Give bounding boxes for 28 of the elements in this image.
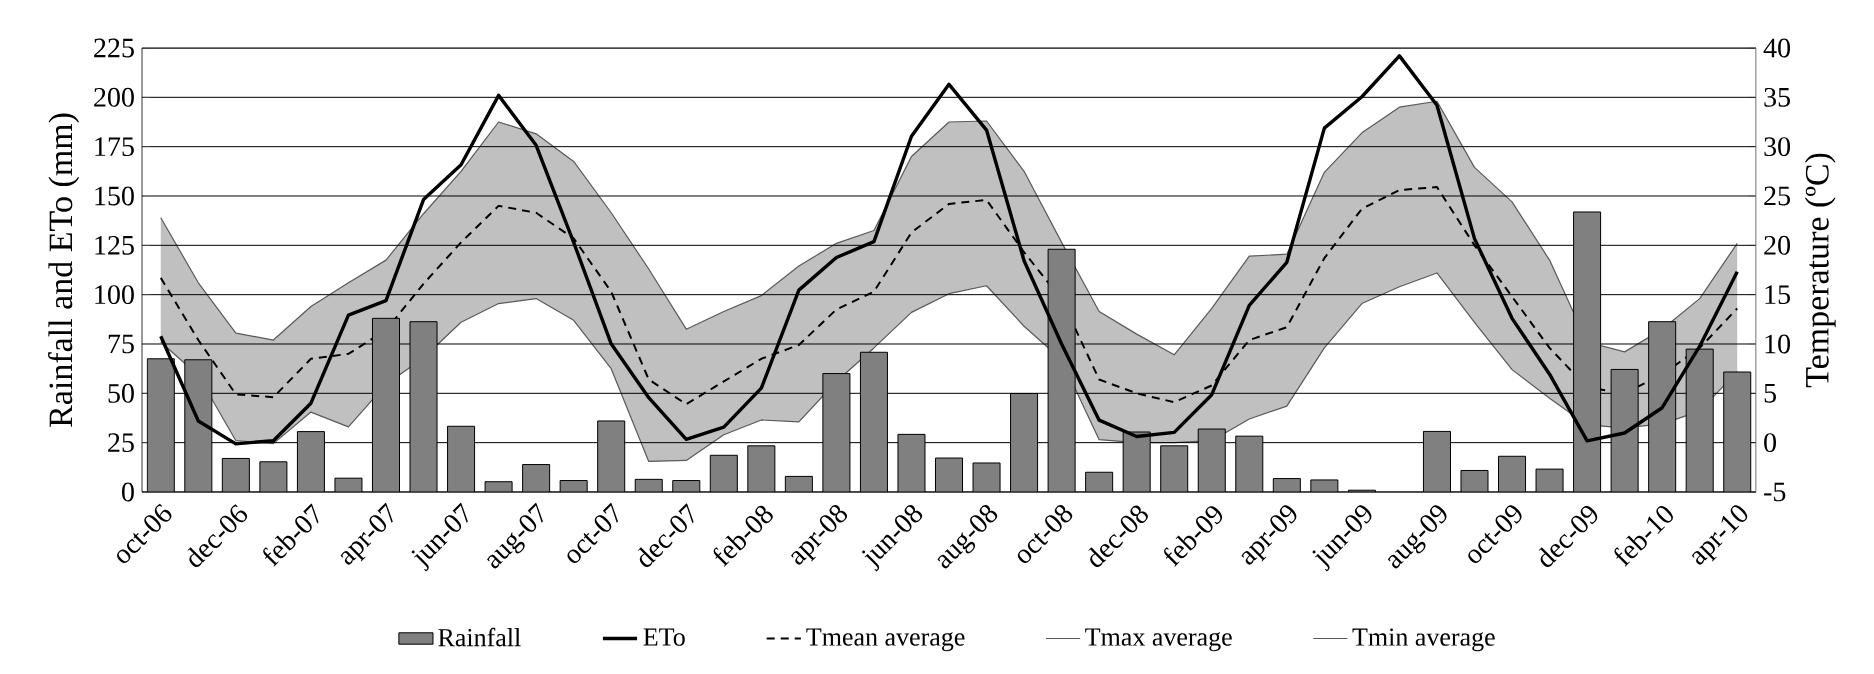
legend-label: ETo — [643, 628, 685, 646]
y2-tick-label: 20 — [1764, 235, 1790, 255]
legend-label: Tmean average — [806, 628, 965, 652]
y2-tick-label: 30 — [1764, 137, 1790, 157]
y-axis-title: Rainfall and ETo (mm) — [48, 113, 80, 427]
y2-tick-label: -5 — [1764, 482, 1786, 502]
legend-label: Tmin average — [1352, 628, 1495, 652]
y2-tick-label: 40 — [1763, 38, 1790, 58]
y-tick-label: 200 — [94, 87, 134, 107]
legend-label: Rainfall — [438, 627, 521, 647]
line-series — [160, 100, 1738, 356]
y-tick-label: 125 — [95, 235, 134, 255]
y-tick-label: 0 — [122, 482, 134, 502]
y2-tick-label: 15 — [1765, 285, 1790, 305]
y-tick-label: 225 — [94, 38, 134, 58]
y-tick-label: 100 — [95, 285, 134, 305]
y2-tick-label: 5 — [1764, 384, 1776, 403]
y-tick-label: 175 — [95, 137, 134, 157]
y-tick-label: 75 — [108, 334, 134, 354]
y2-axis-title: Temperature (ºC) — [1804, 153, 1836, 388]
y2-tick-label: 25 — [1764, 186, 1790, 206]
y2-tick-label: 10 — [1765, 334, 1790, 354]
legend-label: Tmax average — [1085, 628, 1232, 652]
y-tick-label: 150 — [95, 186, 134, 206]
y-tick-label: 25 — [108, 433, 134, 453]
y2-tick-label: 0 — [1764, 433, 1776, 453]
y2-tick-label: 35 — [1764, 87, 1790, 107]
y-tick-label: 50 — [108, 383, 134, 403]
